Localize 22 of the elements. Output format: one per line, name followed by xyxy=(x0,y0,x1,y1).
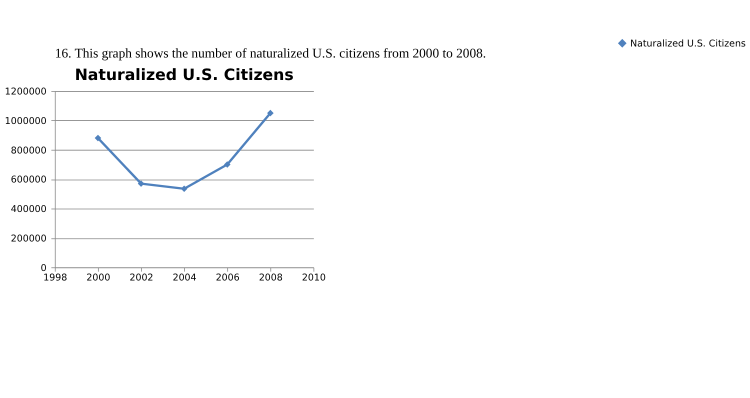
point xyxy=(180,185,188,192)
point xyxy=(267,110,274,116)
x-tick-label: 1998 xyxy=(43,272,68,284)
point xyxy=(138,180,144,187)
y-tick-label: 0 xyxy=(40,262,47,274)
text: 16. This graph shows the number of naturalized U.S. citizens from 2000 to 2008. xyxy=(54,45,486,60)
y-tick-label: 400000 xyxy=(10,204,47,216)
x-tick-label: 2010 xyxy=(302,272,326,284)
point xyxy=(94,134,102,142)
x-tick-label: 2008 xyxy=(258,272,283,284)
point xyxy=(224,161,231,168)
y-tick-label: 800000 xyxy=(10,145,47,156)
x-tick-label: 2006 xyxy=(216,272,240,284)
y-tick-label: 200000 xyxy=(10,234,47,245)
y-tick-label: 600000 xyxy=(10,174,47,186)
x-tick-label: 2002 xyxy=(130,272,154,284)
chart-title: Naturalized U.S. Citizens xyxy=(74,65,294,84)
x-tick-label: 2000 xyxy=(86,272,110,284)
y-tick-label: 1000000 xyxy=(4,116,47,127)
y-tick-label: 1200000 xyxy=(4,86,47,98)
legend-label: Naturalized U.S. Citizens xyxy=(630,38,746,50)
x-tick-label: 2004 xyxy=(172,272,197,284)
